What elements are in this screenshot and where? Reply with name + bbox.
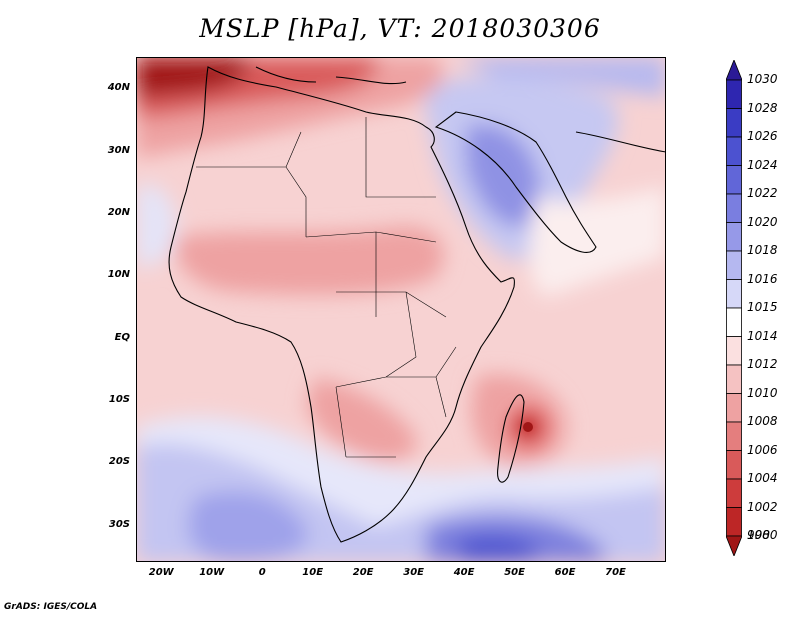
colorbar — [726, 60, 742, 556]
colorbar-level-label: 1008 — [747, 414, 778, 428]
lon-tick-label: 0 — [258, 567, 266, 578]
colorbar-swatch — [726, 450, 742, 480]
colorbar-level-label: 1000 — [747, 528, 778, 542]
lon-tick-label: 10W — [199, 567, 225, 578]
lon-tick-label: 40E — [453, 567, 475, 578]
colorbar-level-label: 1022 — [747, 186, 778, 200]
lat-tick-label: EQ — [114, 331, 130, 343]
southern-indian-high-core — [456, 535, 540, 562]
colorbar-bottom-arrow — [726, 535, 742, 556]
colorbar-level-label: 1026 — [747, 129, 778, 143]
lat-tick-label: 10S — [108, 393, 130, 405]
lat-tick-label: 10N — [107, 269, 130, 281]
madagascar-coastline — [497, 394, 525, 483]
colorbar-swatch — [726, 279, 742, 309]
atlantic-ridge — [136, 184, 176, 267]
colorbar-swatch — [726, 108, 742, 138]
arabia-coastline — [434, 111, 597, 253]
colorbar-swatch — [726, 250, 742, 280]
colorbar-level-label: 1018 — [747, 243, 778, 257]
map-title: MSLP [hPa], VT: 2018030306 — [199, 14, 601, 43]
coastlines — [168, 66, 666, 543]
colorbar-swatch — [726, 307, 742, 337]
indian-ocean-ridge — [529, 187, 666, 297]
colorbar-swatch — [726, 393, 742, 423]
colorbar-top-arrow — [726, 60, 742, 81]
sahel-trough — [175, 226, 444, 295]
colorbar-level-label: 1028 — [747, 100, 778, 115]
northeast-high — [456, 57, 666, 97]
colorbar-level-label: 1020 — [747, 214, 778, 229]
colorbar-swatch — [726, 478, 742, 508]
lon-tick-label: 70E — [605, 567, 626, 578]
colorbar-swatch — [726, 193, 742, 223]
map-frame — [136, 57, 666, 562]
iran-coastline — [575, 131, 666, 153]
lon-tick-label: 60E — [554, 567, 576, 578]
colorbar-swatch — [726, 507, 742, 537]
colorbar-level-label: 1024 — [747, 157, 778, 172]
lon-tick-label: 50E — [504, 567, 525, 578]
footer-credit: GrADS: IGES/COLA — [4, 602, 98, 612]
colorbar-swatch — [726, 336, 742, 366]
colorbar-swatch — [726, 222, 742, 252]
colorbar-level-label: 1006 — [747, 442, 778, 457]
colorbar-level-label: 998 — [747, 528, 770, 542]
mslp-map — [136, 57, 666, 562]
colorbar-swatch — [726, 364, 742, 394]
colorbar-swatch — [726, 79, 742, 109]
arabia-high-core — [466, 124, 540, 227]
country-borders — [196, 117, 457, 458]
colorbar-swatch — [726, 165, 742, 195]
lat-tick-label: 30N — [107, 144, 130, 156]
colorbar-level-label: 1002 — [747, 499, 778, 514]
lat-tick-label: 20N — [107, 206, 130, 218]
colorbar-swatch — [726, 421, 742, 451]
colorbar-level-label: 1014 — [747, 328, 778, 343]
mediterranean-low-core — [136, 57, 249, 97]
lat-tick-label: 30S — [108, 518, 130, 530]
colorbar-swatch — [726, 136, 742, 166]
colorbar-level-label: 1012 — [747, 357, 778, 371]
colorbar-level-label: 1004 — [747, 471, 778, 485]
lat-tick-label: 40N — [107, 82, 130, 94]
africa-coastline — [168, 66, 515, 543]
europe-coastline — [255, 66, 407, 85]
colorbar-level-label: 1015 — [747, 300, 778, 314]
lon-tick-label: 20W — [148, 567, 174, 578]
map-panel — [136, 57, 666, 562]
lat-tick-label: 20S — [108, 456, 130, 468]
colorbar-level-label: 1016 — [747, 271, 778, 286]
colorbar-level-label: 1030 — [747, 72, 778, 86]
cyclone-center — [523, 422, 533, 432]
southern-atlantic-high — [188, 491, 308, 562]
lon-tick-label: 10E — [302, 567, 324, 578]
lon-tick-label: 30E — [403, 567, 424, 578]
lon-tick-label: 20E — [352, 567, 374, 578]
southern-africa-trough — [306, 377, 417, 461]
colorbar-level-label: 1010 — [747, 385, 778, 400]
